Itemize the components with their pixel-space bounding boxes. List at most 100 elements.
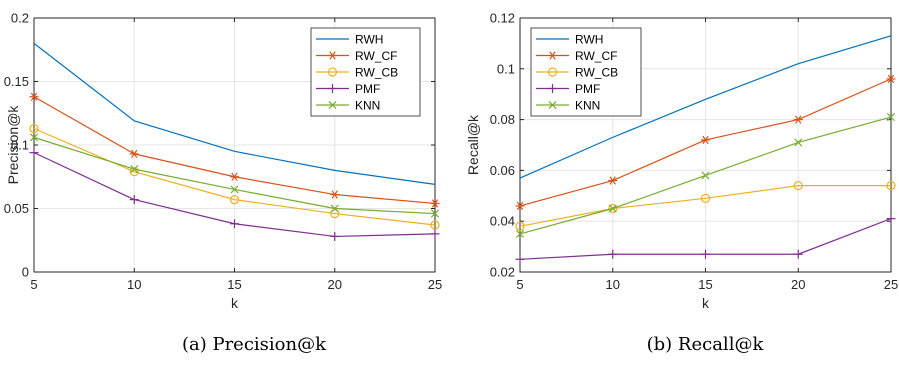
legend-marker bbox=[548, 84, 557, 93]
data-point bbox=[701, 135, 710, 145]
data-point bbox=[330, 204, 339, 213]
data-point bbox=[129, 195, 139, 205]
series-knn bbox=[515, 113, 896, 238]
series-rwh bbox=[33, 42, 436, 185]
y-tick-label: 0.04 bbox=[490, 214, 515, 229]
legend-marker bbox=[328, 100, 337, 110]
legend: RWH RW_CF RW_CB PMF KNN bbox=[530, 27, 642, 117]
chart-recall: 5 10 15 20 25 0.02 0.04 0.06 0.08 0.1 0.12 k Recall@… bbox=[465, 11, 898, 356]
data-point bbox=[430, 229, 440, 239]
data-point bbox=[29, 92, 39, 101]
x-tick-label: 10 bbox=[606, 277, 620, 292]
x-tick-label: 10 bbox=[127, 277, 141, 292]
legend-marker bbox=[547, 67, 558, 77]
x-tick-label: 5 bbox=[516, 277, 523, 292]
data-point bbox=[330, 231, 340, 241]
data-point bbox=[430, 220, 440, 230]
legend-marker bbox=[327, 67, 338, 77]
series-line bbox=[519, 35, 892, 179]
data-point bbox=[793, 249, 803, 259]
series-line bbox=[33, 42, 436, 185]
x-axis-label: k bbox=[231, 295, 239, 311]
data-point bbox=[515, 221, 525, 231]
y-tick-label: 0.15 bbox=[4, 74, 29, 89]
data-point bbox=[700, 193, 711, 203]
series-pmf bbox=[29, 148, 440, 241]
legend-label: RW_CF bbox=[355, 49, 397, 63]
data-point bbox=[230, 185, 239, 194]
legend-marker bbox=[328, 84, 337, 93]
x-tick-label: 25 bbox=[884, 277, 898, 292]
legend-item: RWH bbox=[316, 33, 383, 47]
series-pmf bbox=[515, 214, 896, 264]
legend-item: KNN bbox=[536, 99, 600, 113]
data-point bbox=[330, 208, 340, 219]
legend-item: RW_CF bbox=[536, 49, 617, 63]
data-point bbox=[130, 165, 139, 174]
legend-label: RW_CF bbox=[575, 49, 617, 63]
y-axis-label: Recall@k bbox=[465, 114, 481, 175]
caption: (a) Precision@k bbox=[182, 334, 327, 355]
y-tick-label: 0.02 bbox=[490, 265, 515, 280]
legend-item: RWH bbox=[536, 33, 603, 47]
x-tick-label: 20 bbox=[791, 277, 805, 292]
legend-label: RWH bbox=[355, 33, 383, 47]
legend: RWH RW_CF RW_CB PMF KNN bbox=[310, 27, 421, 117]
legend-label: PMF bbox=[575, 82, 600, 96]
legend-marker bbox=[328, 51, 337, 60]
legend-label: RWH bbox=[575, 33, 603, 47]
y-tick-label: 0.08 bbox=[490, 112, 515, 127]
data-point bbox=[129, 167, 139, 177]
y-tick-label: 0.2 bbox=[11, 11, 29, 26]
legend-item: RW_CF bbox=[316, 49, 397, 63]
data-point bbox=[793, 181, 803, 191]
x-tick-label: 15 bbox=[698, 277, 712, 292]
data-point bbox=[330, 190, 340, 199]
y-axis-label: Precision@k bbox=[5, 105, 21, 185]
legend-item: PMF bbox=[536, 82, 600, 96]
x-tick-label: 20 bbox=[328, 277, 342, 292]
x-tick-label: 25 bbox=[428, 277, 442, 292]
series-rw-cb bbox=[29, 123, 440, 230]
series-rw-cf bbox=[29, 92, 440, 208]
y-tick-label: 0.1 bbox=[11, 138, 29, 153]
legend-item: PMF bbox=[316, 82, 380, 96]
data-point bbox=[230, 219, 239, 229]
data-point bbox=[515, 229, 525, 238]
legend-label: KNN bbox=[575, 99, 600, 113]
data-point bbox=[430, 199, 440, 208]
legend-item: KNN bbox=[316, 99, 380, 113]
y-tick-label: 0.12 bbox=[490, 11, 515, 26]
caption: (b) Recall@k bbox=[647, 334, 765, 355]
legend-label: RW_CB bbox=[575, 66, 618, 80]
data-point bbox=[515, 201, 525, 211]
y-tick-label: 0.1 bbox=[497, 61, 515, 76]
data-point bbox=[886, 74, 896, 84]
legend-marker bbox=[548, 100, 557, 110]
data-point bbox=[29, 133, 39, 142]
legend-label: KNN bbox=[355, 99, 380, 113]
y-tick-label: 0.05 bbox=[4, 201, 29, 216]
series-line bbox=[519, 185, 891, 227]
chart-precision: 5 10 15 20 2500.050.10.150.2kPrecision@kRWHR… bbox=[4, 11, 443, 356]
data-point bbox=[886, 113, 896, 122]
y-tick-label: 0.06 bbox=[490, 163, 515, 178]
data-point bbox=[701, 249, 710, 259]
data-point bbox=[608, 203, 618, 214]
data-point bbox=[608, 249, 618, 259]
x-tick-label: 5 bbox=[30, 277, 37, 292]
series-rw-cf bbox=[515, 74, 896, 211]
legend-item: RW_CB bbox=[536, 66, 618, 80]
data-point bbox=[608, 204, 617, 213]
legend-marker bbox=[548, 51, 557, 60]
data-point bbox=[29, 123, 39, 134]
legend-item: RW_CB bbox=[316, 66, 398, 80]
x-axis-label: k bbox=[702, 295, 710, 311]
series-line bbox=[33, 127, 436, 226]
data-point bbox=[608, 176, 618, 185]
y-tick-label: 0 bbox=[22, 265, 29, 280]
data-point bbox=[701, 171, 710, 180]
x-tick-label: 15 bbox=[227, 277, 241, 292]
data-point bbox=[129, 149, 139, 159]
